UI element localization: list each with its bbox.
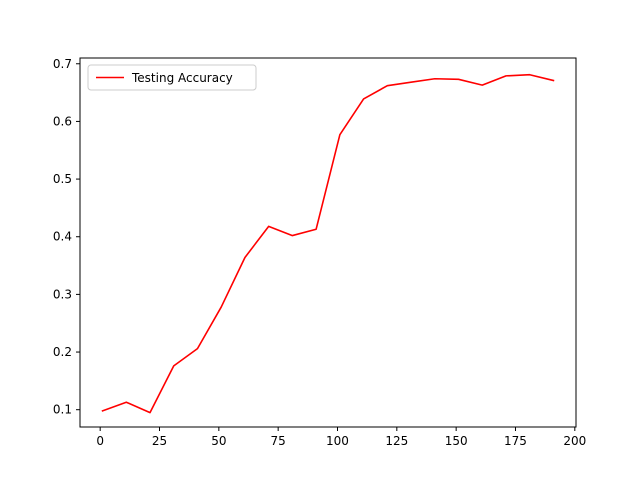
x-tick-label: 150 bbox=[445, 434, 468, 448]
legend-box bbox=[87, 64, 257, 91]
y-tick-label: 0.3 bbox=[53, 287, 72, 301]
plot-area bbox=[79, 57, 577, 428]
y-tick-label: 0.7 bbox=[53, 57, 72, 71]
x-tick-label: 125 bbox=[385, 434, 408, 448]
y-tick-label: 0.1 bbox=[53, 403, 72, 417]
legend-label: Testing Accuracy bbox=[131, 71, 233, 85]
x-tick-label: 175 bbox=[504, 434, 527, 448]
y-tick-label: 0.2 bbox=[53, 345, 72, 359]
y-tick-label: 0.6 bbox=[53, 114, 72, 128]
x-tick-label: 75 bbox=[271, 434, 286, 448]
x-tick-label: 50 bbox=[211, 434, 226, 448]
y-axis: 0.1 0.2 0.3 0.4 0.5 0.6 0.7 bbox=[53, 57, 80, 417]
series-line-testing-accuracy bbox=[101, 73, 555, 414]
y-tick-label: 0.4 bbox=[53, 230, 72, 244]
x-tick-label: 0 bbox=[96, 434, 104, 448]
x-tick-label: 25 bbox=[152, 434, 167, 448]
plot-frame bbox=[79, 57, 577, 428]
y-tick-label: 0.5 bbox=[53, 172, 72, 186]
legend: Testing Accuracy bbox=[87, 64, 257, 91]
x-tick-label: 200 bbox=[563, 434, 586, 448]
series-layer bbox=[101, 73, 555, 414]
x-tick-label: 100 bbox=[326, 434, 349, 448]
x-axis: 0 25 50 75 100 125 150 175 200 bbox=[96, 427, 586, 448]
